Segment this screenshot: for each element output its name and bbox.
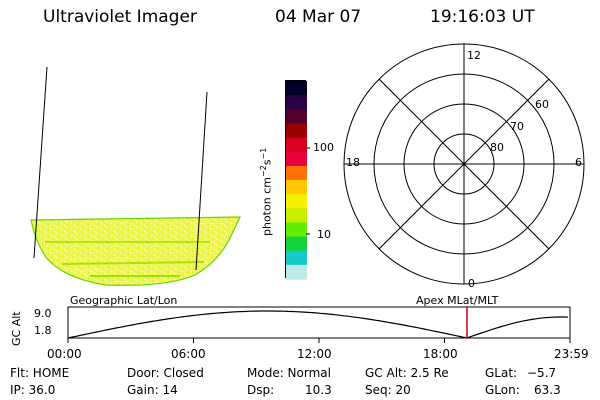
color-scale-segment <box>286 81 307 96</box>
geographic-longitude-value: 63.3 <box>534 383 561 397</box>
orbit-time-tick-06: 06:00 <box>171 347 206 361</box>
orbit-left-label: Geographic Lat/Lon <box>70 294 178 307</box>
orbit-time-tick-18: 18:00 <box>423 347 458 361</box>
instrument-title: Ultraviolet Imager <box>43 7 197 27</box>
color-scale-segment <box>286 109 307 125</box>
color-scale-segment <box>286 123 307 139</box>
mode-status: Mode: Normal <box>247 366 331 380</box>
mlt-label-18: 18 <box>346 156 360 169</box>
sequence-status: Seq: 20 <box>365 383 411 397</box>
auroral-image-field <box>30 216 241 286</box>
orbit-right-label: Apex MLat/MLT <box>416 294 499 307</box>
color-scale-segment <box>286 264 307 280</box>
color-scale-segment <box>286 180 307 195</box>
color-scale-segment <box>286 151 307 167</box>
filter-status: Flt: HOME <box>10 366 70 380</box>
door-status: Door: Closed <box>127 366 204 380</box>
display-value: 10.3 <box>305 383 332 397</box>
ip-status: IP: 36.0 <box>10 383 56 397</box>
polar-axis-diagonal-2 <box>378 78 550 250</box>
geographic-longitude-line-left <box>33 66 48 259</box>
orbit-y-bottom-label: 1.8 <box>34 324 52 337</box>
color-scale-segment <box>286 137 307 153</box>
orbit-altitude-line <box>67 310 569 339</box>
gain-status: Gain: 14 <box>127 383 178 397</box>
color-scale-tick-100: 100 <box>313 141 334 154</box>
mlt-label-0: 0 <box>468 277 475 290</box>
color-scale-segment <box>286 194 307 209</box>
geographic-latitude-value: −5.7 <box>527 366 557 380</box>
observation-date: 04 Mar 07 <box>275 7 362 27</box>
orbit-time-tick-2359: 23:59 <box>554 347 589 361</box>
latitude-label-70: 70 <box>510 120 524 133</box>
orbit-time-tick-00: 00:00 <box>47 347 82 361</box>
color-scale-ticks <box>306 147 310 235</box>
color-scale-tick-10: 10 <box>317 228 331 241</box>
geographic-longitude-label: GLon: <box>485 383 520 397</box>
observation-time: 19:16:03 UT <box>430 7 535 27</box>
gc-altitude-status: GC Alt: 2.5 Re <box>365 366 449 380</box>
orbit-time-tick-12: 12:00 <box>297 347 332 361</box>
color-scale-segment <box>286 165 307 181</box>
image-band-2 <box>61 261 205 265</box>
color-scale-segment <box>286 95 307 110</box>
color-scale-segment <box>286 250 307 266</box>
orbit-y-top-label: 9.0 <box>34 307 52 320</box>
color-scale-segment <box>286 208 307 224</box>
mlt-label-6: 6 <box>575 156 582 169</box>
color-scale-segment <box>286 236 307 252</box>
color-scale-segment <box>286 222 307 238</box>
color-scale <box>285 80 307 280</box>
latitude-label-60: 60 <box>535 98 549 111</box>
display-label: Dsp: <box>247 383 275 397</box>
geographic-latitude-label: GLat: <box>485 366 518 380</box>
latitude-label-80: 80 <box>490 141 504 154</box>
mlt-label-12: 12 <box>467 49 481 62</box>
geographic-longitude-line-right <box>195 91 208 271</box>
